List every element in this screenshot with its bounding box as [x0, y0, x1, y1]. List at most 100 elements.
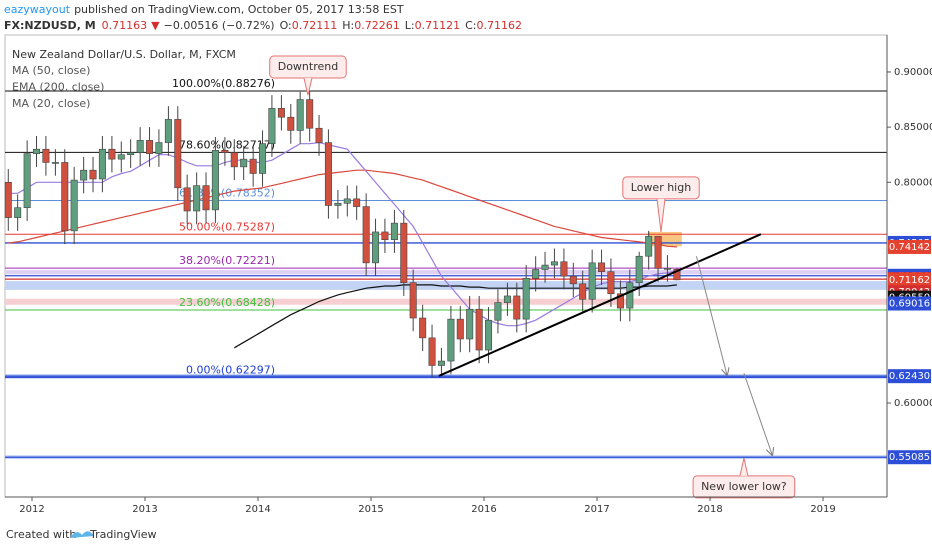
candle-body — [513, 295, 521, 320]
candle-body — [4, 182, 12, 218]
candle-body — [381, 231, 389, 240]
price-tag — [888, 272, 931, 287]
indicator-line — [8, 141, 678, 327]
candle-body — [334, 202, 342, 206]
brand-logo — [70, 531, 94, 538]
arrow — [695, 256, 727, 375]
candle-body — [89, 169, 97, 180]
candle-body — [522, 278, 530, 320]
candle-body — [588, 262, 596, 300]
price-tag-label: 0.55085 — [889, 452, 930, 463]
footer-brand[interactable]: TradingView — [89, 528, 156, 541]
candle-body — [400, 222, 408, 284]
change: −0.00516 (−0.72%) — [164, 19, 275, 32]
candle-body — [419, 317, 427, 339]
candle-body — [456, 318, 464, 340]
candle-body — [108, 148, 116, 160]
price-tag-label: 0.74142 — [889, 242, 930, 253]
candle-body — [437, 360, 445, 366]
published: published on TradingView.com, October 05… — [74, 3, 404, 16]
candle-body — [306, 99, 314, 129]
candle-body — [164, 119, 172, 143]
candle-body — [372, 231, 380, 264]
arrow: ▼ — [151, 19, 160, 32]
candle-body — [221, 150, 229, 153]
callout-pointer — [739, 458, 749, 476]
candle-body — [277, 108, 285, 118]
price-tag — [888, 450, 931, 465]
legend-entry: MA (20, close) — [12, 97, 90, 110]
candle-body — [550, 261, 558, 266]
fib-label: 38.20%(0.72221) — [179, 254, 275, 267]
candle-body — [193, 185, 201, 212]
candle-body — [202, 185, 210, 211]
candle-body — [560, 261, 568, 277]
trendline — [438, 233, 762, 377]
candle-body — [98, 148, 106, 180]
x-tick-label: 2015 — [358, 504, 383, 515]
candle-body — [324, 142, 332, 206]
ohlc-label: H: — [342, 19, 354, 32]
price-tag-label: 0.71162 — [889, 275, 930, 286]
symbol: FX:NZDUSD, M — [4, 19, 96, 32]
fib-label: 0.00%(0.62297) — [186, 364, 275, 377]
candle-body — [296, 99, 304, 131]
x-tick-label: 2018 — [697, 504, 722, 515]
y-tick-label: 0.60000 — [894, 398, 932, 409]
price-tag-label: 0.69016 — [889, 299, 930, 310]
candle-body — [579, 283, 587, 300]
candle-body — [259, 143, 267, 174]
ohlc-value: 0.71121 — [415, 19, 461, 32]
footer-bg — [0, 516, 932, 550]
candle-body — [33, 148, 41, 154]
ohlc-value: 0.72261 — [354, 19, 400, 32]
legend-entry: EMA (200, close) — [12, 81, 104, 94]
candle-body — [663, 268, 671, 270]
price-tag — [888, 369, 931, 384]
candle-body — [117, 154, 125, 160]
candle-body — [607, 271, 615, 295]
symbol-line: FX:NZDUSD, M 0.71163 ▼ −0.00516 (−0.72%) O:0… — [4, 19, 522, 32]
candle-body — [626, 282, 634, 309]
candle-body — [409, 282, 417, 319]
candle-body — [503, 295, 511, 303]
candle-body — [127, 152, 135, 156]
candle-body — [343, 198, 351, 204]
candle-body — [249, 158, 257, 174]
ohlc-value: 0.71162 — [476, 19, 522, 32]
candle-body — [230, 152, 238, 168]
candle-body — [183, 187, 191, 212]
candle-body — [673, 269, 681, 281]
candle-body — [390, 222, 398, 240]
candle-body — [61, 162, 69, 232]
ohlc-label: L: — [405, 19, 415, 32]
candle-body — [136, 140, 144, 153]
callout-pointer — [656, 198, 666, 233]
zone — [5, 270, 887, 275]
candle-body — [155, 142, 163, 154]
candle-body — [315, 127, 323, 143]
y-tick-label: 0.90000 — [894, 67, 932, 78]
author[interactable]: eazywayout — [4, 3, 71, 16]
candle-body — [569, 275, 577, 285]
candle-body — [447, 318, 455, 362]
header-line: eazywayout published on TradingView.com, … — [4, 3, 404, 16]
candle-body — [494, 302, 502, 321]
candle-body — [287, 116, 295, 131]
candle-body — [174, 119, 182, 189]
indicator-line — [8, 169, 677, 248]
candle-body — [362, 206, 370, 264]
fib-label: 23.60%(0.68428) — [179, 296, 275, 309]
footer-created: Created with — [6, 528, 76, 541]
price-tag — [888, 239, 931, 254]
x-tick-label: 2014 — [245, 504, 270, 515]
candle-body — [645, 236, 653, 257]
candle-body — [466, 308, 474, 340]
callout-text: Downtrend — [278, 60, 338, 73]
x-tick-label: 2012 — [19, 504, 44, 515]
indicator-line — [233, 284, 677, 349]
candle-body — [51, 162, 59, 164]
candle-body — [211, 150, 219, 211]
candle-body — [654, 236, 662, 269]
